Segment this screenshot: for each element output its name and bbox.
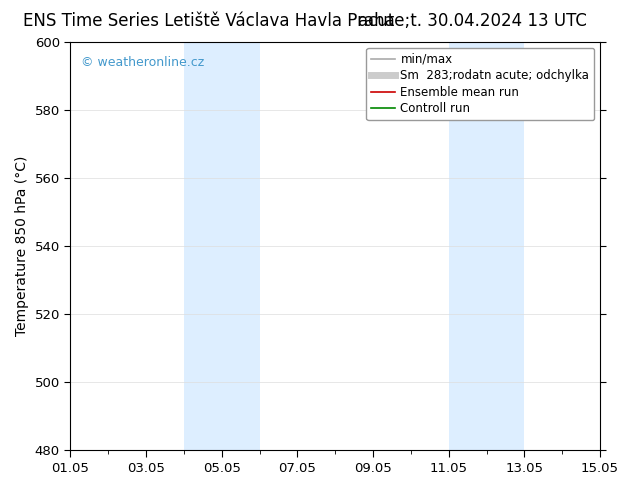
Text: acute;t. 30.04.2024 13 UTC: acute;t. 30.04.2024 13 UTC — [358, 12, 587, 30]
Bar — [184, 42, 259, 450]
Y-axis label: Temperature 850 hPa (°C): Temperature 850 hPa (°C) — [15, 156, 29, 336]
Legend: min/max, Sm  283;rodatn acute; odchylka, Ensemble mean run, Controll run: min/max, Sm 283;rodatn acute; odchylka, … — [366, 48, 594, 120]
Text: © weatheronline.cz: © weatheronline.cz — [81, 56, 204, 70]
Text: ENS Time Series Letiště Václava Havla Praha: ENS Time Series Letiště Václava Havla Pr… — [23, 12, 395, 30]
Bar — [449, 42, 524, 450]
